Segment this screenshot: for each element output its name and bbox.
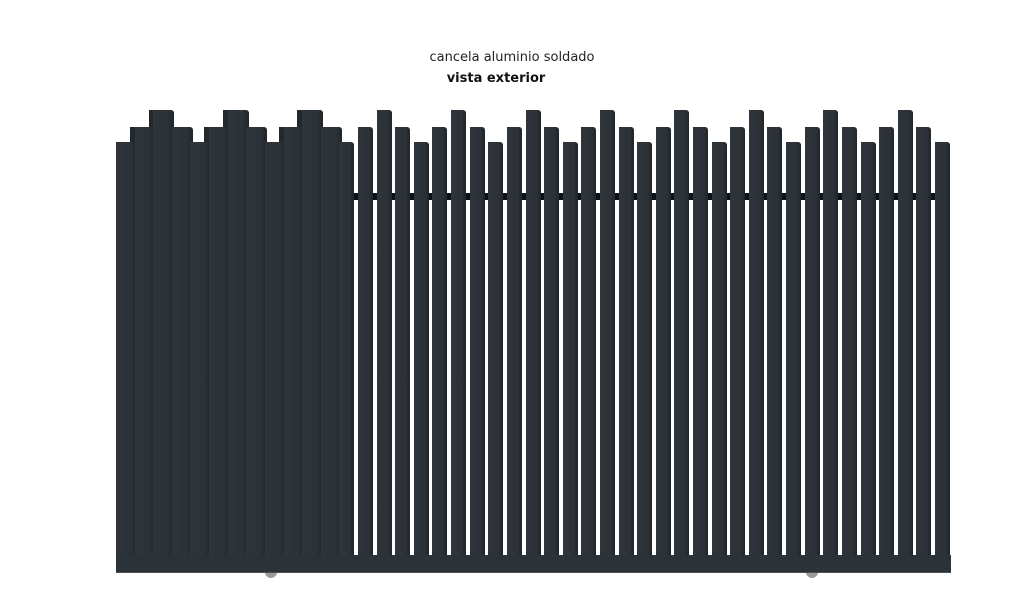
gate-bar xyxy=(413,142,429,556)
gate-bar xyxy=(227,110,249,556)
gate-bar xyxy=(637,142,653,556)
gate-bar xyxy=(302,110,324,556)
gate-bar xyxy=(209,127,231,556)
gate-bar xyxy=(320,127,342,556)
gate-bar xyxy=(618,127,634,556)
product-title: cancela aluminio soldado xyxy=(429,50,595,65)
bottom-frame xyxy=(116,555,951,572)
gate-bar xyxy=(655,127,671,556)
gate-bar xyxy=(804,127,820,556)
gate-bar xyxy=(116,142,137,556)
gate-bar xyxy=(916,127,932,556)
gate-bar xyxy=(599,110,615,556)
gate-bar xyxy=(488,142,504,556)
gate-bar xyxy=(935,142,950,556)
wheel-left xyxy=(265,568,277,578)
gate-bar xyxy=(841,127,857,556)
gate-bar xyxy=(451,110,467,556)
gate-bar xyxy=(879,127,895,556)
gate-bar xyxy=(506,127,522,556)
gate-bar xyxy=(190,142,212,556)
gate-bar xyxy=(897,110,913,556)
gate-bar xyxy=(246,127,268,556)
gate-bar xyxy=(730,127,746,556)
gate-bar xyxy=(562,142,578,556)
gate-bar xyxy=(581,127,597,556)
gate-bar xyxy=(376,110,392,556)
gate-bar xyxy=(153,110,175,556)
gate-bar xyxy=(432,127,448,556)
gate-bar xyxy=(171,127,193,556)
gate-bar xyxy=(711,142,727,556)
gate-bar xyxy=(264,142,286,556)
gate-bar xyxy=(469,127,485,556)
gate-bar xyxy=(357,127,373,556)
gate-bar xyxy=(767,127,783,556)
gate-bar xyxy=(395,127,411,556)
gate-bar xyxy=(823,110,839,556)
gate-bar xyxy=(283,127,305,556)
gate-bar xyxy=(134,127,156,556)
gate-bar xyxy=(693,127,709,556)
gate-bar xyxy=(748,110,764,556)
gate-bar xyxy=(860,142,876,556)
gate-bar xyxy=(525,110,541,556)
gate-bar xyxy=(786,142,802,556)
gate-bar xyxy=(544,127,560,556)
gate-bar xyxy=(339,142,355,556)
view-label: vista exterior xyxy=(446,71,546,86)
wheel-right xyxy=(806,568,818,578)
gate-bar xyxy=(674,110,690,556)
